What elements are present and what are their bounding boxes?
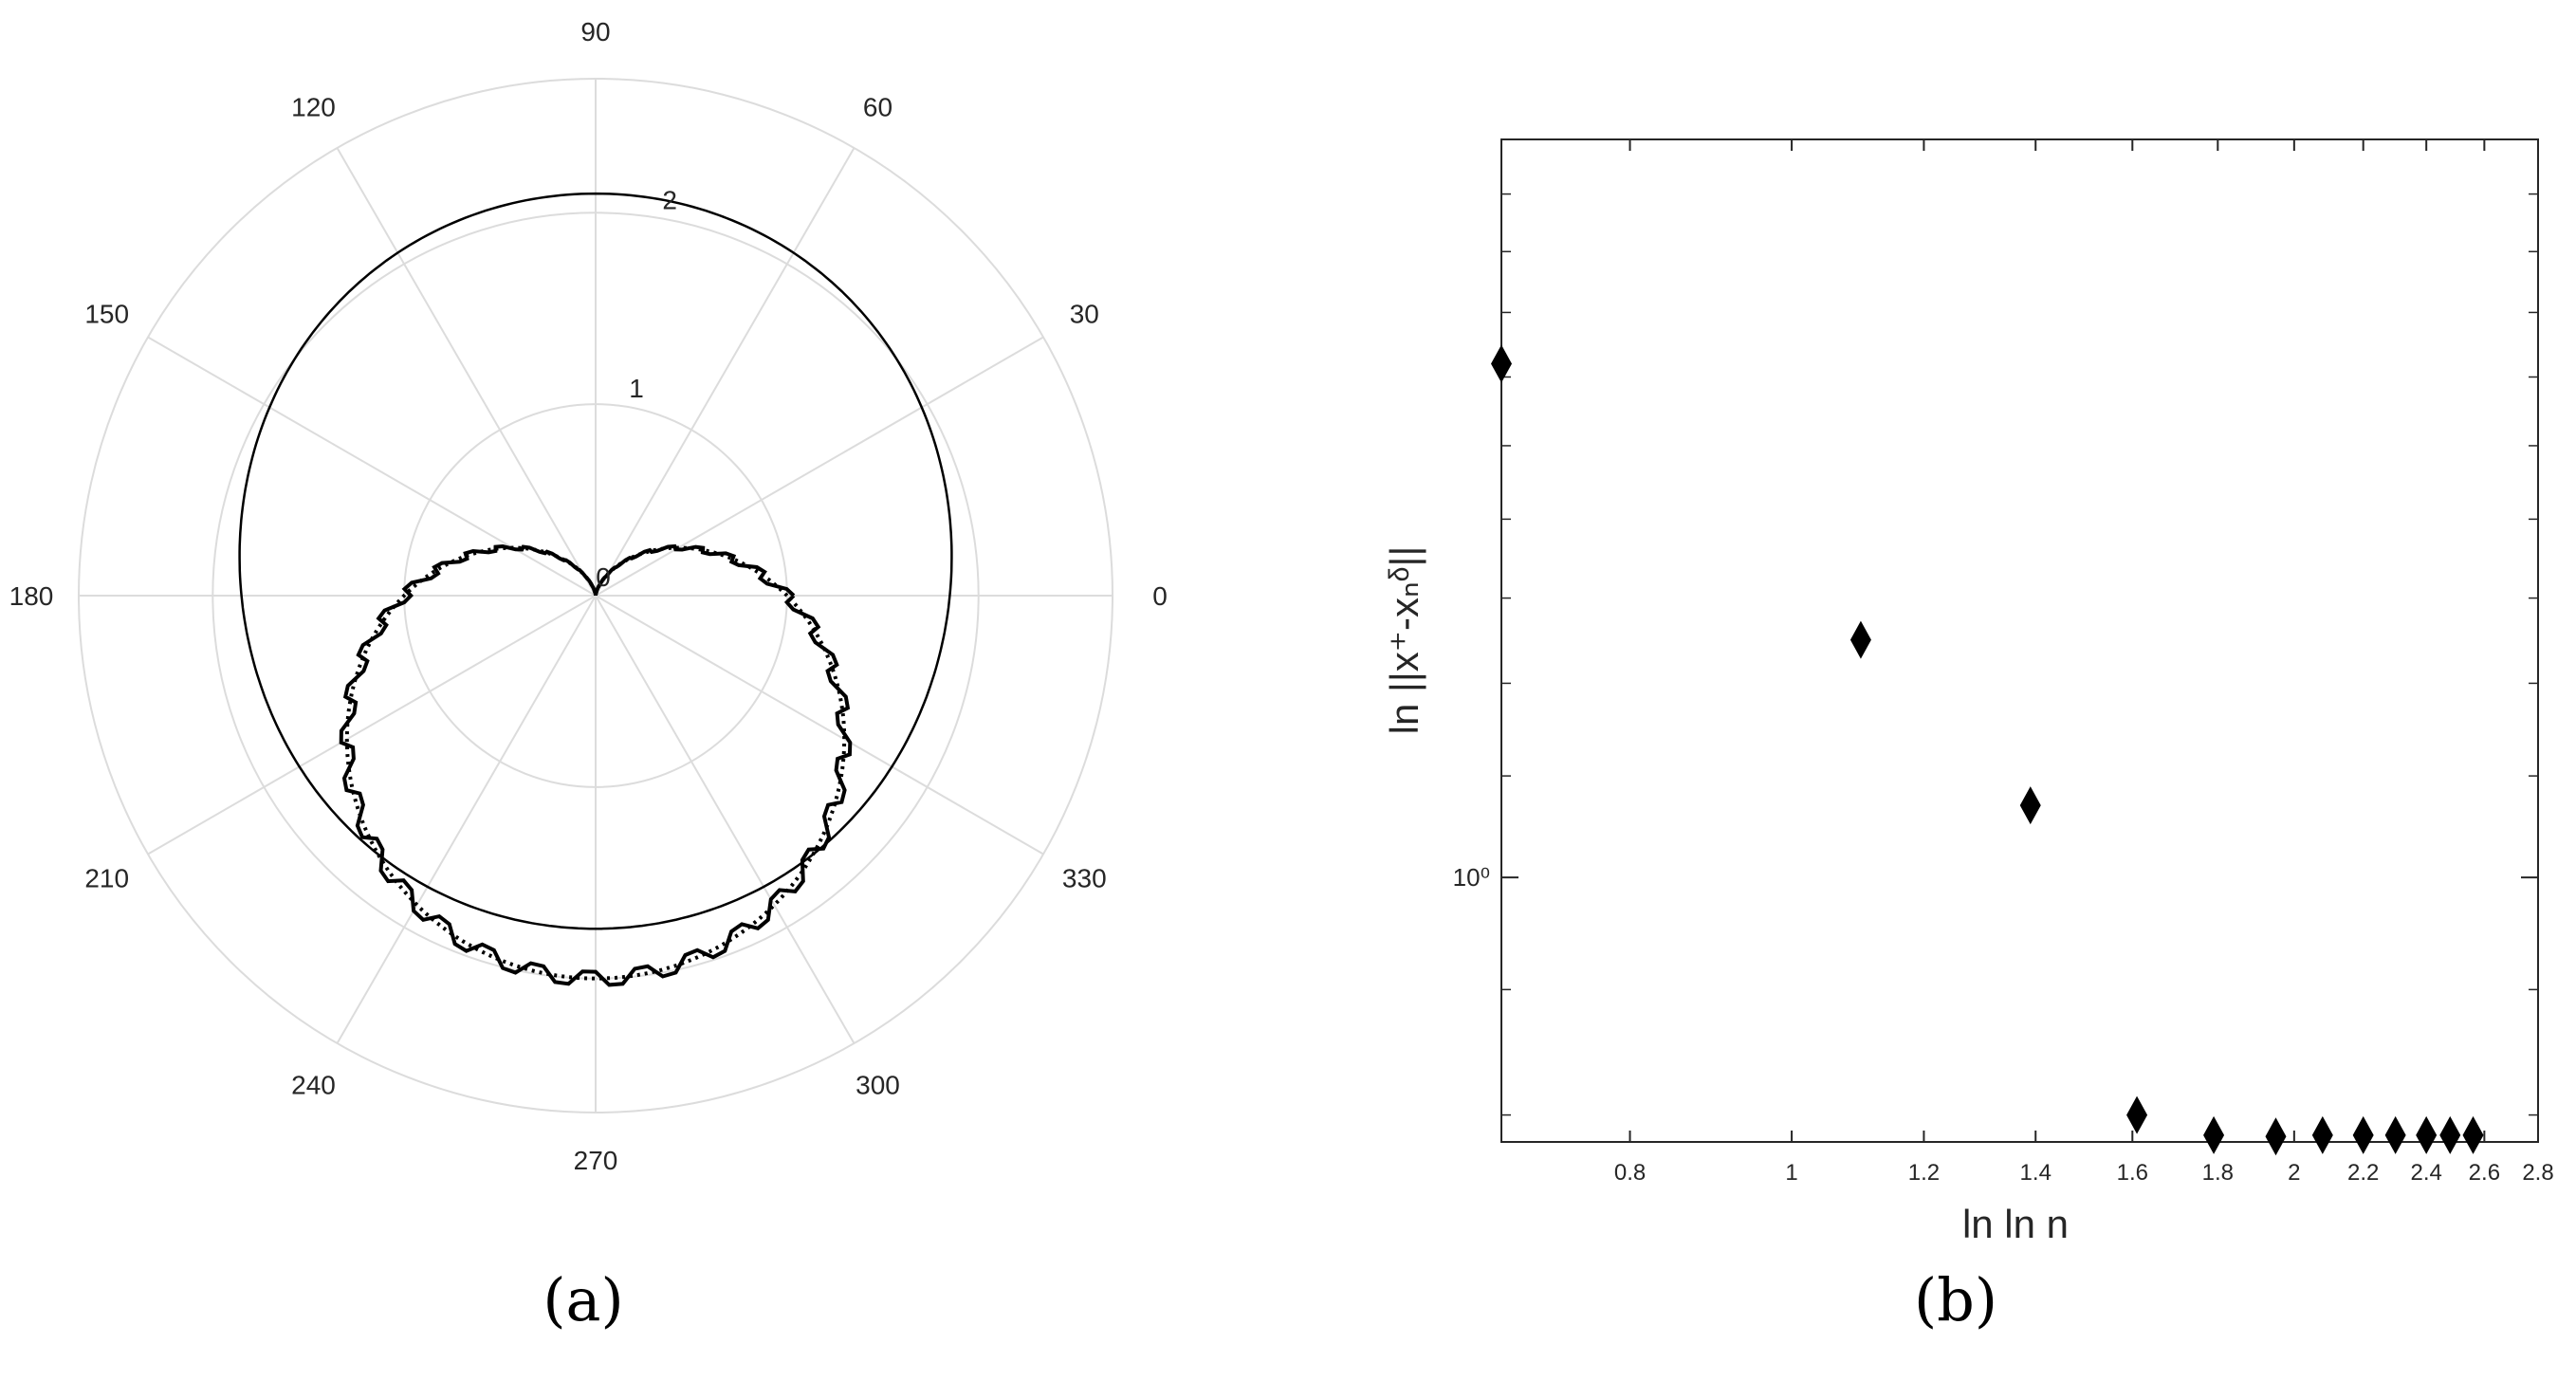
data-point [2265,1117,2287,1156]
x-tick-label: 2 [2288,1160,2300,1186]
angle-tick-label: 330 [1062,864,1107,893]
angular-gridline [336,147,597,597]
x-tick-label: 1.2 [1908,1160,1940,1186]
plot-frame [1500,138,2539,1143]
x-tick-label: 1.8 [2202,1160,2234,1186]
data-point [2311,1115,2333,1154]
radial-tick-label: 2 [662,185,677,214]
polar-grid [78,78,1113,1113]
data-point [2352,1115,2374,1154]
angle-tick-label: 150 [84,300,129,329]
data-point [2462,1115,2484,1154]
scatter-chart: 0.8 1 1.2 1.4 1.6 1.8 2 2.2 2.4 2.6 2.8 10⁰ ln ln n… [1382,138,2554,1246]
y-axis-label: ln ||x⁺-xₙᵟ|| [1382,546,1426,735]
scatter-points [1491,344,2484,1156]
x-tick-label: 2.8 [2522,1160,2553,1186]
angle-tick-label: 90 [580,17,610,46]
data-point [1491,344,1512,383]
series-stepped-solution [339,543,853,987]
y-tick-label: 10⁰ [1453,863,1490,892]
angle-tick-label: 180 [9,581,54,611]
data-point [2384,1115,2406,1154]
data-point [2126,1095,2148,1134]
data-point [2203,1115,2225,1154]
angular-gridline [595,147,856,597]
scatter-ticks: 0.8 1 1.2 1.4 1.6 1.8 2 2.2 2.4 2.6 2.8 10⁰ [1453,139,2554,1186]
x-tick-label: 2.2 [2347,1160,2379,1186]
angular-gridline [336,595,597,1044]
angle-tick-label: 60 [863,93,892,122]
angle-tick-label: 0 [1152,581,1168,611]
x-tick-label: 2.4 [2410,1160,2441,1186]
polar-series [238,192,953,987]
angle-tick-label: 210 [84,864,129,893]
data-point [1849,620,1871,659]
angle-tick-label: 270 [574,1146,618,1175]
caption-a: (a) [543,1265,623,1334]
series-outer-curve [238,192,953,930]
caption-b: (b) [1914,1265,1997,1334]
angular-gridline [147,336,597,597]
data-point [2416,1115,2438,1154]
angle-tick-label: 120 [291,93,336,122]
polar-chart: 0 30 60 90 120 150 180 210 240 270 300 330 0 1 2 [9,17,1168,1175]
radial-tick-label: 0 [596,562,611,592]
angle-tick-label: 30 [1070,300,1099,329]
data-point [2019,786,2041,825]
polar-tick-labels: 0 30 60 90 120 150 180 210 240 270 300 330 0 1 2 [9,17,1168,1175]
angular-gridline [595,595,1044,856]
x-tick-label: 0.8 [1614,1160,1646,1186]
x-tick-label: 1.6 [2117,1160,2148,1186]
data-point [2439,1115,2461,1154]
x-axis-label: ln ln n [1962,1202,2069,1246]
radial-tick-label: 1 [629,374,644,403]
x-tick-label: 1 [1785,1160,1797,1186]
x-tick-label: 2.6 [2469,1160,2500,1186]
angular-gridline [595,336,1044,597]
angular-gridline [595,595,856,1044]
x-tick-label: 1.4 [2020,1160,2052,1186]
angular-gridline [147,595,597,856]
angle-tick-label: 300 [856,1070,900,1099]
angle-tick-label: 240 [291,1070,336,1099]
